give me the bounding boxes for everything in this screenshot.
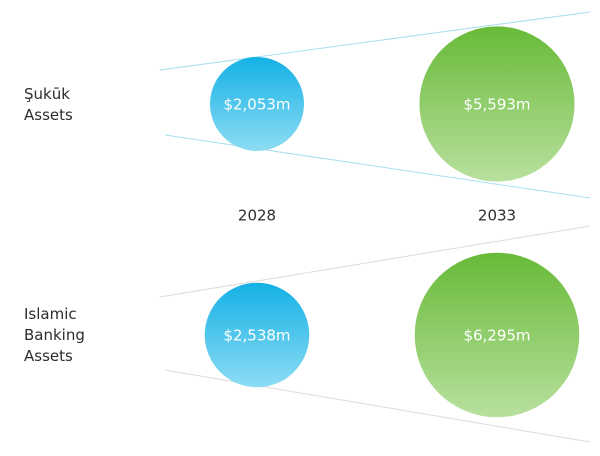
value-label: $2,538m bbox=[223, 327, 290, 345]
funnel-line bbox=[159, 225, 591, 298]
row-label: Şukūk Assets bbox=[24, 85, 73, 124]
bubble bbox=[204, 282, 310, 388]
value-label: $2,053m bbox=[223, 96, 290, 114]
row-label: Islamic Banking Assets bbox=[24, 305, 85, 365]
bubble bbox=[414, 252, 580, 418]
year-label: 2028 bbox=[238, 207, 276, 225]
funnel-line bbox=[159, 11, 591, 71]
bubble bbox=[419, 26, 575, 182]
value-label: $6,295m bbox=[463, 327, 530, 345]
value-label: $5,593m bbox=[463, 96, 530, 114]
bubble bbox=[210, 57, 304, 151]
year-label: 2033 bbox=[478, 207, 516, 225]
